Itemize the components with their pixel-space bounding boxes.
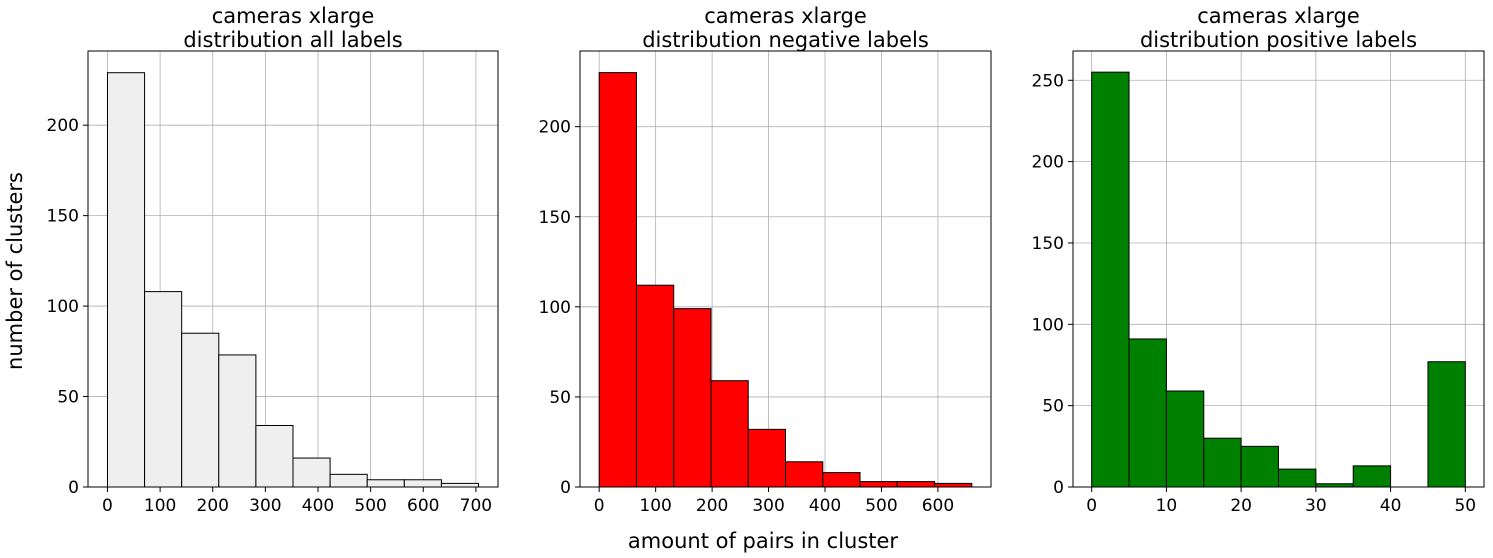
histogram-panel-1: 0 100 200 300 400 500 600 700 0 50 100 150 200 camera…: [47, 4, 499, 516]
x-tick-label: 0: [1086, 496, 1097, 516]
x-tick-label: 0: [102, 496, 113, 516]
x-tick-label: 600: [407, 496, 439, 516]
figure-xlabel: amount of pairs in cluster: [628, 529, 899, 553]
x-tick-label: 20: [1230, 496, 1252, 516]
chart-title-line1: cameras xlarge: [704, 4, 867, 28]
histogram-bar: [710, 380, 749, 488]
histogram-bar: [440, 482, 480, 488]
histogram-panels: 0 100 200 300 400 500 600 700050100150200camera…: [47, 4, 1485, 516]
histogram-bar: [1165, 390, 1205, 488]
chart-title-line1: cameras xlarge: [212, 4, 375, 28]
y-tick-label: 0: [560, 478, 571, 498]
y-tick-label: 150: [47, 207, 79, 227]
y-tick-label: 100: [47, 297, 79, 317]
histogram-bar: [403, 479, 442, 488]
histogram-bar: [218, 354, 257, 488]
chart-title-line1: cameras xlarge: [1197, 4, 1360, 28]
histogram-panel-3: 0 10 20 30 40 50 0 50 100 150 200 250 cameras xlarge…: [1032, 4, 1485, 516]
axes-frame: [1072, 50, 1485, 488]
x-tick-label: 300: [249, 496, 281, 516]
x-tick-label: 30: [1305, 496, 1327, 516]
x-tick-label: 300: [752, 496, 784, 516]
axes-frame: [579, 50, 992, 488]
histogram-bar: [106, 72, 146, 488]
histogram-bar: [934, 482, 973, 488]
x-tick-label: 700: [460, 496, 492, 516]
histogram-bar: [366, 479, 405, 488]
chart-title-line2: distribution negative labels: [642, 28, 929, 52]
y-tick-label: 0: [1053, 478, 1064, 498]
x-tick-label: 40: [1380, 496, 1402, 516]
histogram-bar: [673, 308, 712, 488]
histogram-bar: [896, 481, 936, 488]
y-tick-label: 150: [1032, 234, 1064, 254]
histogram-bar: [1203, 437, 1242, 488]
y-tick-label: 100: [1032, 315, 1064, 335]
figure-ylabel: number of clusters: [3, 172, 27, 370]
histogram-bar: [144, 291, 183, 488]
x-tick-label: 10: [1156, 496, 1178, 516]
histogram-bar: [1240, 445, 1279, 488]
histogram-bar: [255, 424, 294, 488]
histogram-bar: [598, 72, 637, 488]
histogram-bar: [1128, 338, 1167, 488]
y-tick-label: 50: [57, 388, 79, 408]
histogram-bar: [785, 461, 824, 488]
x-tick-label: 200: [197, 496, 229, 516]
histogram-bar: [1427, 361, 1466, 488]
chart-title-line2: distribution positive labels: [1140, 28, 1417, 52]
histogram-bar: [635, 284, 675, 488]
x-tick-label: 500: [865, 496, 897, 516]
y-tick-label: 250: [1032, 71, 1064, 91]
y-tick-label: 150: [539, 208, 571, 228]
histogram-bar: [292, 457, 331, 488]
x-tick-label: 100: [144, 496, 176, 516]
x-tick-label: 600: [922, 496, 954, 516]
x-tick-label: 50: [1454, 496, 1476, 516]
histogram-bar: [1278, 468, 1317, 488]
histogram-bar: [822, 472, 861, 488]
histogram-bar: [747, 428, 787, 488]
chart-title-line2: distribution all labels: [183, 28, 402, 52]
histogram-bar: [1091, 71, 1130, 488]
x-tick-label: 100: [639, 496, 671, 516]
y-tick-label: 200: [47, 116, 79, 136]
x-tick-label: 200: [696, 496, 728, 516]
histogram-bar: [859, 481, 898, 488]
axes-frame: [87, 50, 499, 488]
histogram-bar: [329, 473, 368, 488]
x-tick-label: 400: [302, 496, 334, 516]
y-tick-label: 200: [1032, 153, 1064, 173]
x-tick-label: 0: [594, 496, 605, 516]
y-tick-label: 0: [68, 478, 79, 498]
x-tick-label: 500: [354, 496, 386, 516]
histogram-bar: [181, 332, 220, 488]
y-tick-label: 50: [549, 388, 571, 408]
y-tick-label: 50: [1042, 397, 1064, 417]
y-tick-label: 200: [539, 118, 571, 138]
histogram-bar: [1352, 465, 1392, 488]
histogram-panel-2: 0 100 200 300 400 500 600 0 50 100 150 200 cameras x…: [539, 4, 992, 516]
y-tick-label: 100: [539, 298, 571, 318]
x-tick-label: 400: [809, 496, 841, 516]
